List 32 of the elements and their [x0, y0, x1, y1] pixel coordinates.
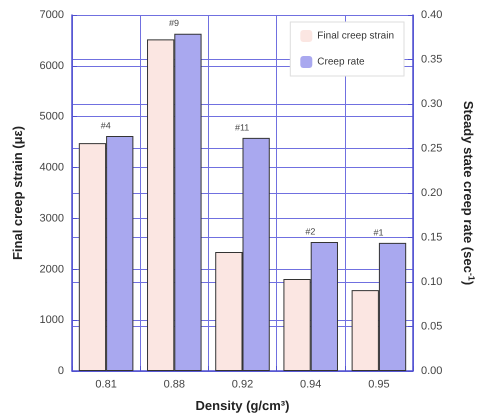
y2-tick-label: 0.30	[421, 98, 442, 110]
x-axis-title: Density (g/cm³)	[196, 398, 290, 413]
y-tick-label: 0	[58, 365, 64, 377]
y2-axis-title: Steady state creep rate (sec-1)	[461, 100, 476, 286]
y-tick-label: 1000	[40, 314, 64, 326]
y2-tick-label: 0.35	[421, 54, 442, 66]
y2-tick-label: 0.00	[421, 365, 442, 377]
y2-tick-label: 0.40	[421, 9, 442, 21]
legend-label: Creep rate	[317, 56, 365, 68]
y-tick-label: 3000	[40, 212, 64, 224]
y-axis-title: Final creep strain (με)	[10, 126, 25, 260]
annotation: #11	[234, 122, 250, 132]
x-tick-label: 0.95	[368, 378, 390, 390]
y-tick-label: 7000	[40, 9, 64, 21]
y2-tick-label: 0.15	[421, 232, 442, 244]
legend-label: Final creep strain	[317, 30, 394, 42]
y-tick-label: 6000	[40, 60, 64, 72]
x-tick-label: 0.94	[300, 378, 322, 390]
y-tick-label: 4000	[40, 162, 64, 174]
annotation: #4	[100, 120, 111, 131]
annotation: #9	[168, 18, 179, 28]
annotation: #1	[374, 227, 384, 238]
x-tick-label: 0.88	[164, 378, 186, 390]
x-tick-label: 0.81	[95, 378, 117, 390]
y2-tick-label: 0.05	[421, 320, 442, 332]
y-tick-label: 5000	[40, 110, 64, 123]
x-tick-label: 0.92	[232, 378, 254, 390]
y-tick-label: 2000	[40, 263, 64, 276]
y2-tick-label: 0.25	[421, 142, 442, 154]
annotation: #2	[305, 226, 316, 236]
y2-tick-label: 0.20	[421, 187, 442, 199]
y2-tick-label: 0.10	[421, 276, 442, 288]
